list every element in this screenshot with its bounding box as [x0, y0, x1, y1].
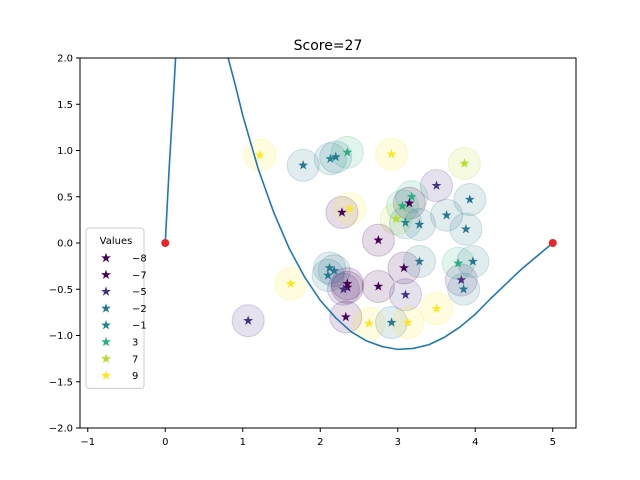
legend-marker-7 [101, 370, 111, 380]
star-marker-18 [461, 223, 471, 234]
star-marker-20 [324, 262, 335, 273]
y-tick-label-5: 0.5 [57, 192, 73, 203]
x-tick-label-2: 1 [240, 437, 246, 448]
y-tick-label-6: 1.0 [57, 146, 73, 157]
legend-label-1: −7 [132, 270, 147, 281]
star-marker-31 [456, 274, 467, 285]
star-marker-12 [397, 200, 408, 211]
star-marker-40 [431, 303, 442, 313]
chart-title: Score=27 [294, 38, 363, 54]
legend-label-5: 3 [132, 338, 138, 349]
star-marker-7 [431, 180, 442, 190]
star-marker-19 [373, 235, 384, 245]
star-marker-8 [337, 207, 347, 217]
x-tick-label-4: 3 [395, 437, 401, 448]
legend: Values −8 −7 −5 −2 −1 3 7 9 [85, 227, 147, 389]
star-marker-10 [406, 191, 417, 201]
star-marker-36 [340, 311, 351, 322]
star-marker-39 [402, 317, 413, 327]
star-marker-17 [464, 194, 475, 204]
star-marker-3 [330, 151, 341, 162]
endpoint-1 [548, 239, 557, 247]
star-marker-25 [338, 284, 349, 294]
legend-marker-6 [101, 353, 111, 364]
star-marker-2 [325, 153, 336, 164]
plot-area [161, 58, 557, 351]
x-tick-label-0: −1 [80, 437, 95, 448]
star-marker-15 [414, 219, 425, 229]
axis-ticks: −1 0 1 2 3 4 5 −2.0 −1.5 −1.0 −0.5 0.0 0.5 1.0 1.5 2.0 [49, 54, 556, 449]
x-tick-label-1: 0 [162, 437, 168, 448]
star-marker-14 [400, 217, 411, 227]
legend-label-6: 7 [132, 354, 138, 365]
y-tick-label-7: 1.5 [57, 100, 73, 111]
star-marker-0 [254, 149, 265, 160]
star-marker-33 [400, 289, 411, 300]
star-marker-11 [404, 198, 415, 208]
legend-marker-5 [101, 336, 111, 347]
star-marker-26 [373, 281, 384, 291]
star-marker-34 [285, 278, 296, 288]
star-marker-37 [364, 318, 375, 328]
legend-marker-3 [101, 303, 111, 313]
legend-marker-1 [101, 269, 111, 280]
star-marker-32 [458, 284, 469, 294]
star-marker-38 [386, 317, 397, 327]
x-tick-label-3: 2 [317, 437, 323, 448]
star-marker-27 [399, 262, 409, 273]
star-marker-28 [414, 256, 425, 266]
star-marker-9 [344, 203, 355, 213]
star-marker-4 [342, 147, 353, 157]
star-marker-13 [391, 213, 402, 224]
star-marker-1 [298, 160, 309, 170]
star-marker-30 [467, 256, 478, 266]
star-marker-16 [441, 210, 452, 220]
y-tick-label-1: −1.5 [49, 377, 73, 388]
star-marker-21 [329, 265, 340, 275]
y-tick-label-0: −2.0 [49, 424, 73, 435]
legend-label-2: −5 [132, 287, 147, 298]
legend-marker-0 [101, 252, 111, 263]
trajectory-curve [164, 58, 554, 351]
star-marker-6 [459, 158, 470, 168]
legend-label-3: −2 [132, 304, 147, 315]
x-tick-label-5: 4 [472, 437, 478, 448]
legend-label-7: 9 [132, 371, 138, 382]
star-marker-24 [342, 282, 353, 292]
legend-title: Values [100, 236, 133, 247]
x-tick-label-6: 5 [550, 437, 556, 448]
endpoint-0 [161, 239, 170, 247]
y-tick-label-8: 2.0 [57, 54, 73, 65]
legend-marker-2 [101, 286, 111, 296]
star-marker-5 [386, 149, 397, 159]
legend-box [85, 227, 145, 389]
y-tick-label-4: 0.0 [57, 239, 73, 250]
legend-label-0: −8 [132, 254, 147, 265]
legend-label-4: −1 [132, 321, 147, 332]
y-tick-label-3: −0.5 [49, 285, 73, 296]
star-marker-22 [323, 270, 333, 280]
legend-marker-4 [101, 320, 111, 330]
star-marker-35 [243, 315, 254, 325]
star-marker-29 [453, 258, 464, 268]
y-tick-label-2: −1.0 [49, 331, 73, 342]
